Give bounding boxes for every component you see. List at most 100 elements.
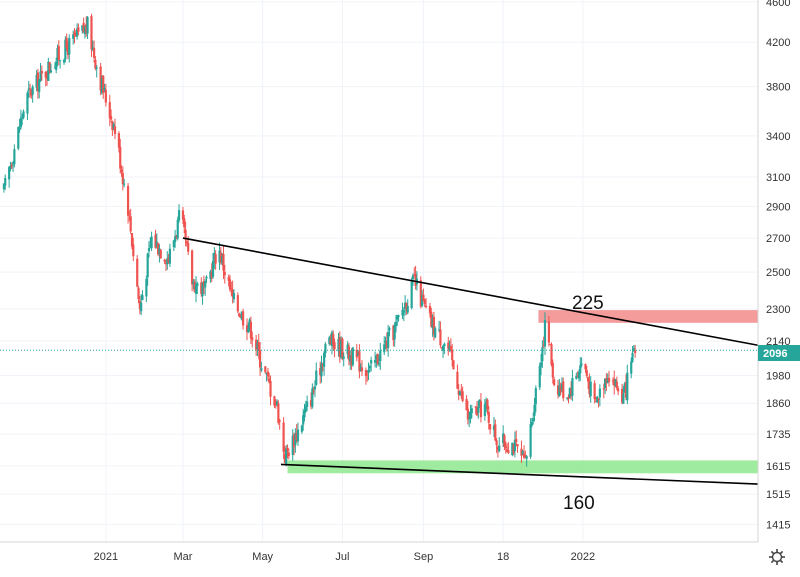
candle [138, 296, 141, 315]
candle [485, 397, 488, 413]
candle [28, 83, 32, 98]
candle [584, 363, 587, 373]
price-axis[interactable]: 4600420038003400310029002700250023002140… [766, 0, 790, 531]
candle [147, 241, 151, 258]
candle [18, 118, 21, 133]
candle [311, 383, 314, 409]
candle [183, 214, 186, 234]
candle [560, 377, 564, 393]
candle [613, 370, 616, 395]
candle [260, 361, 263, 373]
candle [447, 336, 450, 356]
candle [394, 315, 398, 333]
candle [605, 373, 608, 392]
candle [439, 321, 442, 348]
x-tick-label: 2022 [571, 551, 595, 563]
candle [223, 264, 226, 284]
candle [511, 442, 514, 457]
candle [81, 25, 84, 34]
candle [396, 314, 399, 326]
candle [119, 138, 122, 174]
candle [359, 363, 362, 372]
x-tick-label: May [252, 551, 273, 563]
candle [9, 161, 12, 172]
candle [13, 144, 16, 168]
settings-gear-icon[interactable] [769, 549, 785, 565]
candle [39, 63, 42, 82]
candle [4, 174, 7, 191]
candle [570, 381, 573, 400]
candle [373, 351, 377, 368]
candle [239, 313, 242, 319]
candle [562, 377, 565, 402]
y-tick-label: 1415 [766, 519, 790, 531]
candle [275, 399, 279, 407]
candle [607, 370, 611, 387]
candle [549, 343, 552, 345]
candle [338, 331, 341, 363]
candle [332, 330, 335, 351]
trendline-upper[interactable] [182, 237, 759, 347]
candle [631, 346, 634, 363]
candle [268, 372, 271, 384]
candle [534, 385, 537, 413]
candle [82, 17, 85, 34]
candle [597, 397, 600, 408]
candle [368, 364, 371, 373]
candle [292, 432, 296, 456]
y-tick-label: 4200 [766, 37, 790, 49]
candle [585, 365, 588, 378]
candle [402, 307, 405, 322]
candle [587, 376, 590, 390]
candle [337, 332, 340, 357]
candle [541, 340, 544, 368]
candle [238, 312, 241, 318]
candle [227, 274, 230, 287]
candle [347, 342, 351, 366]
candle [40, 65, 43, 81]
candle [177, 204, 181, 223]
candle [241, 308, 245, 330]
candle [164, 260, 168, 271]
candle [149, 237, 152, 249]
candle [48, 61, 51, 74]
candle [623, 381, 626, 394]
candle [157, 242, 160, 257]
candle [85, 16, 88, 37]
x-tick-label: Jul [335, 551, 349, 563]
candle [392, 324, 395, 347]
candle [626, 364, 629, 405]
candle [367, 362, 370, 381]
candle [421, 290, 424, 308]
candle [309, 392, 313, 410]
candle [530, 418, 534, 428]
candle [513, 431, 517, 458]
candle [168, 243, 171, 268]
candle [264, 365, 267, 374]
plot-background [0, 0, 758, 542]
y-tick-label: 1515 [766, 489, 790, 501]
candle [74, 30, 77, 37]
candle [109, 109, 113, 123]
time-axis[interactable]: 2021 Mar May Jul Sep 18 2022 [94, 551, 596, 563]
y-tick-label: 1615 [766, 461, 790, 473]
candle [273, 395, 276, 408]
candle [460, 383, 463, 399]
candle [249, 316, 253, 344]
candle [248, 317, 251, 332]
candle [38, 78, 41, 99]
candle [251, 331, 254, 348]
candle [100, 75, 104, 95]
trendline-lower[interactable] [280, 463, 759, 485]
candle [269, 375, 272, 406]
y-tick-label: 1735 [766, 429, 790, 441]
annotation-225: 225 [572, 293, 604, 314]
trendlines [0, 237, 759, 485]
candle [406, 299, 409, 315]
candle [413, 267, 416, 277]
candle [117, 131, 121, 153]
candle [256, 339, 259, 357]
candle [172, 239, 175, 252]
